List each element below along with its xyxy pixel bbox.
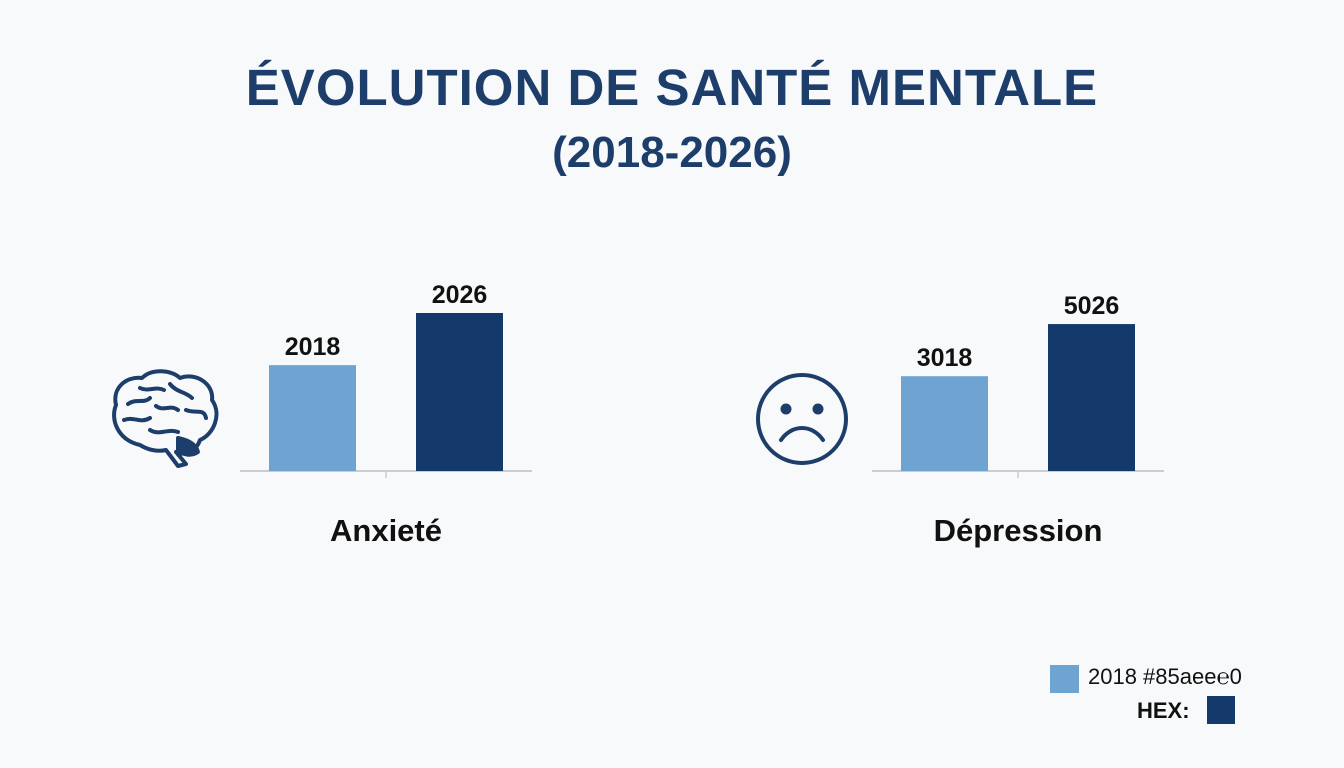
bar-2018 bbox=[269, 365, 356, 471]
bar-label: 2018 bbox=[285, 333, 341, 361]
bar-label: 2026 bbox=[432, 281, 488, 309]
category-label: Anxieté bbox=[330, 513, 442, 548]
legend-label-1: 2018 #85aee℮0 bbox=[1088, 664, 1242, 689]
bar-3018 bbox=[901, 376, 988, 471]
bar-2026 bbox=[416, 313, 503, 471]
legend-swatch-light bbox=[1050, 665, 1079, 693]
legend-label-2: HEX: bbox=[1137, 698, 1190, 723]
sad-face-icon bbox=[756, 373, 848, 465]
chart-title: ÉVOLUTION DE SANTÉ MENTALE bbox=[245, 59, 1099, 116]
legend-swatch-dark bbox=[1207, 696, 1235, 724]
chart-subtitle: (2018-2026) bbox=[552, 128, 792, 177]
bar-label: 3018 bbox=[917, 344, 973, 372]
bar-label: 5026 bbox=[1064, 292, 1120, 320]
category-label: Dépression bbox=[934, 513, 1103, 548]
bar-5026 bbox=[1048, 324, 1135, 471]
brain-icon bbox=[112, 369, 219, 468]
